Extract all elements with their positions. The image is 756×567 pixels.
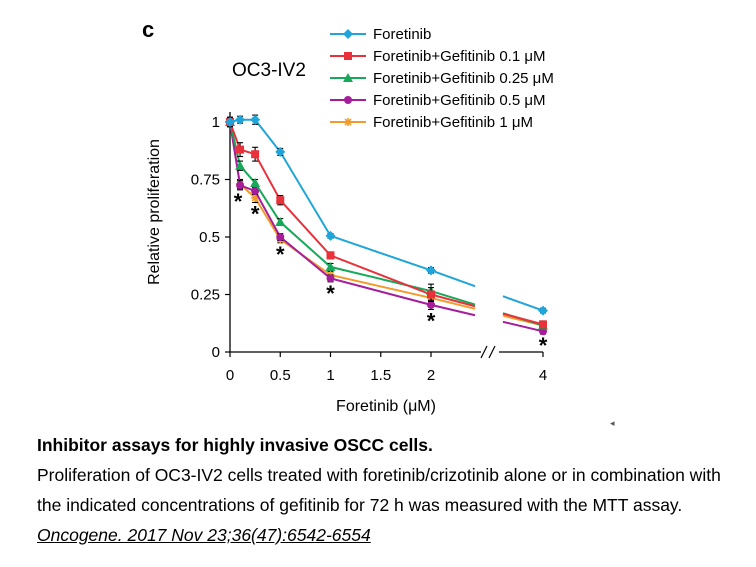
data-point bbox=[251, 187, 260, 195]
series bbox=[226, 116, 547, 336]
chart-axes: 0 0.25 0.5 0.75 1 0 0.5 1 1.5 2 4 bbox=[191, 112, 547, 384]
x-tick-label: 1.5 bbox=[370, 367, 391, 384]
data-point bbox=[275, 217, 286, 227]
data-point bbox=[344, 96, 352, 104]
data-point bbox=[236, 181, 245, 190]
x-tick-label: 2 bbox=[427, 367, 435, 384]
x-axis-title: Foretinib (μM) bbox=[336, 398, 436, 415]
legend-label: Foretinib+Gefitinib 0.25 μM bbox=[373, 70, 554, 87]
series-layer bbox=[225, 114, 548, 336]
y-tick-label: 0.75 bbox=[191, 172, 220, 189]
small-arrow-icon: ◂ bbox=[610, 418, 615, 428]
y-axis-title: Relative proliferation bbox=[146, 139, 163, 285]
x-tick-label: 1 bbox=[326, 367, 334, 384]
panel-letter: c bbox=[142, 17, 154, 42]
cell-line-label: OC3-IV2 bbox=[232, 60, 306, 81]
data-point bbox=[250, 114, 261, 125]
data-point bbox=[326, 251, 335, 260]
data-point bbox=[236, 145, 245, 154]
y-tick-label: 0.5 bbox=[199, 229, 220, 246]
data-point bbox=[325, 261, 336, 271]
axis-break-mark bbox=[480, 345, 488, 359]
significance-star: * bbox=[276, 242, 285, 267]
series bbox=[225, 114, 548, 316]
legend-item: Foretinib+Gefitinib 1 μM bbox=[330, 114, 533, 131]
figure-caption: Inhibitor assays for highly invasive OSC… bbox=[37, 430, 749, 550]
legend-item: Foretinib+Gefitinib 0.1 μM bbox=[330, 48, 545, 65]
legend-item: Foretinib+Gefitinib 0.5 μM bbox=[330, 92, 545, 109]
y-tick-label: 0 bbox=[212, 344, 220, 361]
data-point bbox=[539, 320, 547, 329]
significance-star: * bbox=[539, 333, 548, 358]
x-tick-label: 4 bbox=[539, 367, 547, 384]
series bbox=[226, 116, 547, 330]
data-point bbox=[251, 150, 260, 159]
series bbox=[226, 116, 547, 329]
data-point bbox=[235, 160, 246, 170]
caption-text: Proliferation of OC3-IV2 cells treated w… bbox=[37, 465, 721, 515]
data-point bbox=[275, 146, 286, 157]
legend-label: Foretinib+Gefitinib 0.5 μM bbox=[373, 92, 545, 109]
data-point bbox=[538, 305, 548, 316]
series-line bbox=[502, 320, 544, 333]
data-point bbox=[343, 73, 353, 82]
data-point bbox=[344, 52, 352, 60]
significance-star: * bbox=[326, 281, 335, 306]
data-point bbox=[225, 117, 235, 127]
significance-star: * bbox=[427, 308, 436, 333]
legend-label: Foretinib+Gefitinib 1 μM bbox=[373, 114, 533, 131]
series-line bbox=[502, 312, 544, 326]
series-line bbox=[229, 121, 476, 310]
data-point bbox=[427, 290, 435, 299]
data-point bbox=[276, 233, 285, 241]
y-tick-label: 0.25 bbox=[191, 287, 220, 304]
legend-item: Foretinib bbox=[330, 26, 431, 43]
data-point bbox=[235, 114, 246, 125]
series-line bbox=[502, 295, 544, 312]
data-point bbox=[344, 118, 352, 126]
axis-break-mark bbox=[488, 345, 496, 359]
data-point bbox=[426, 265, 436, 276]
legend: Foretinib Foretinib+Gefitinib 0.1 μM Foret… bbox=[330, 26, 554, 131]
caption-title: Inhibitor assays for highly invasive OSC… bbox=[37, 435, 433, 455]
caption-body: Proliferation of OC3-IV2 cells treated w… bbox=[37, 460, 749, 550]
legend-label: Foretinib bbox=[373, 26, 431, 43]
data-point bbox=[343, 29, 353, 39]
legend-label: Foretinib+Gefitinib 0.1 μM bbox=[373, 48, 545, 65]
y-tick-label: 1 bbox=[212, 114, 220, 131]
significance-markers: * * * * * * bbox=[234, 189, 548, 358]
data-point bbox=[325, 230, 336, 241]
data-point bbox=[250, 177, 261, 187]
series-line bbox=[229, 118, 476, 288]
data-point bbox=[427, 300, 435, 309]
x-tick-label: 0.5 bbox=[270, 367, 291, 384]
legend-item: Foretinib+Gefitinib 0.25 μM bbox=[330, 70, 554, 87]
data-point bbox=[326, 274, 335, 283]
significance-star: * bbox=[234, 189, 243, 214]
x-tick-label: 0 bbox=[226, 367, 234, 384]
significance-star: * bbox=[251, 202, 260, 227]
data-point bbox=[276, 196, 285, 205]
citation-link[interactable]: Oncogene. 2017 Nov 23;36(47):6542-6554 bbox=[37, 525, 371, 545]
